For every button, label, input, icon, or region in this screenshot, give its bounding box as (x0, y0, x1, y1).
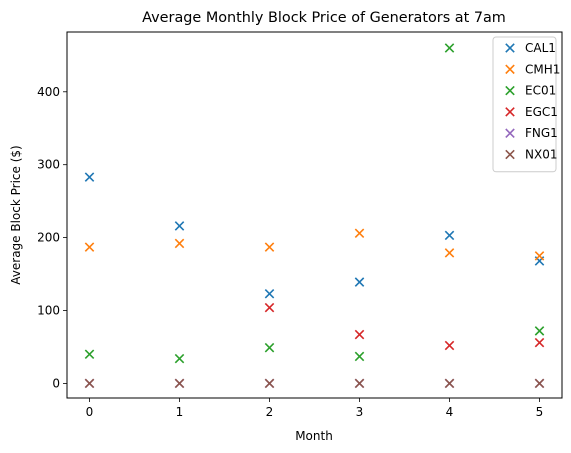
data-point-ec01 (534, 326, 545, 336)
x-tick-label: 3 (356, 405, 364, 419)
legend-label: FNG1 (525, 126, 558, 140)
legend-label: NX01 (525, 148, 557, 162)
plot-area: 0 1 2 3 4 5 0 100 200 300 400 (37, 31, 563, 419)
data-point-egc1 (534, 337, 545, 348)
y-tick-label: 300 (37, 158, 60, 172)
data-point-nx01 (534, 378, 545, 389)
legend-marker (505, 149, 515, 160)
x-axis-label: Month (295, 429, 333, 443)
series-egc1 (264, 302, 545, 351)
series-ec01 (84, 43, 545, 364)
y-tick-label: 100 (37, 304, 60, 318)
x-axis: 0 1 2 3 4 5 (86, 398, 544, 419)
data-point-ec01 (444, 43, 455, 53)
data-point-cmh1 (534, 251, 545, 261)
data-point-nx01 (84, 378, 95, 389)
data-point-cal1 (444, 230, 455, 241)
legend-label: CMH1 (525, 62, 560, 76)
data-point-egc1 (354, 329, 365, 340)
data-point-cmh1 (84, 242, 95, 252)
data-point-cal1 (84, 172, 95, 182)
data-point-cmh1 (264, 242, 275, 252)
legend-item-cal1: CAL1 (505, 41, 556, 55)
legend-marker (505, 43, 515, 53)
data-point-nx01 (264, 378, 275, 389)
x-tick-label: 5 (536, 405, 544, 419)
plot-frame (66, 31, 563, 399)
data-point-nx01 (354, 378, 365, 389)
legend-marker (505, 85, 515, 96)
chart-title: Average Monthly Block Price of Generator… (142, 10, 506, 26)
legend-item-nx01: NX01 (505, 148, 557, 162)
y-axis: 0 100 200 300 400 (37, 85, 67, 390)
series-nx01 (84, 378, 545, 389)
y-axis-label: Average Block Price ($) (9, 145, 23, 284)
legend: CAL1 CMH1 EC01 EGC1 FNG1 NX01 (492, 36, 560, 173)
legend-label: EC01 (525, 84, 556, 98)
data-point-egc1 (444, 340, 455, 351)
legend-marker (505, 107, 515, 117)
x-tick-label: 2 (266, 405, 274, 419)
data-point-ec01 (354, 351, 365, 362)
data-point-ec01 (174, 353, 185, 364)
data-point-egc1 (264, 302, 275, 313)
x-tick-label: 0 (86, 405, 94, 419)
y-tick-label: 400 (37, 85, 60, 99)
legend-item-egc1: EGC1 (505, 105, 558, 119)
x-tick-label: 1 (176, 405, 184, 419)
legend-label: EGC1 (525, 105, 558, 119)
data-point-cmh1 (444, 248, 455, 258)
legend-label: CAL1 (525, 41, 556, 55)
x-tick-label: 4 (446, 405, 454, 419)
legend-marker (505, 128, 515, 138)
legend-marker (505, 64, 515, 75)
data-point-cmh1 (174, 238, 185, 249)
legend-item-ec01: EC01 (505, 84, 556, 98)
data-point-cal1 (174, 221, 185, 231)
series-cmh1 (84, 228, 545, 261)
data-point-ec01 (264, 342, 275, 353)
data-point-ec01 (84, 349, 95, 360)
legend-item-cmh1: CMH1 (505, 62, 560, 76)
y-tick-label: 200 (37, 231, 60, 245)
legend-item-fng1: FNG1 (505, 126, 558, 140)
series-cal1 (84, 172, 545, 299)
data-points (84, 43, 545, 389)
data-point-cmh1 (354, 228, 365, 238)
data-point-cal1 (354, 277, 365, 287)
y-tick-label: 0 (52, 376, 60, 390)
data-point-nx01 (444, 378, 455, 389)
series-fng1 (84, 378, 545, 389)
data-point-cal1 (264, 288, 275, 299)
data-point-nx01 (174, 378, 185, 389)
